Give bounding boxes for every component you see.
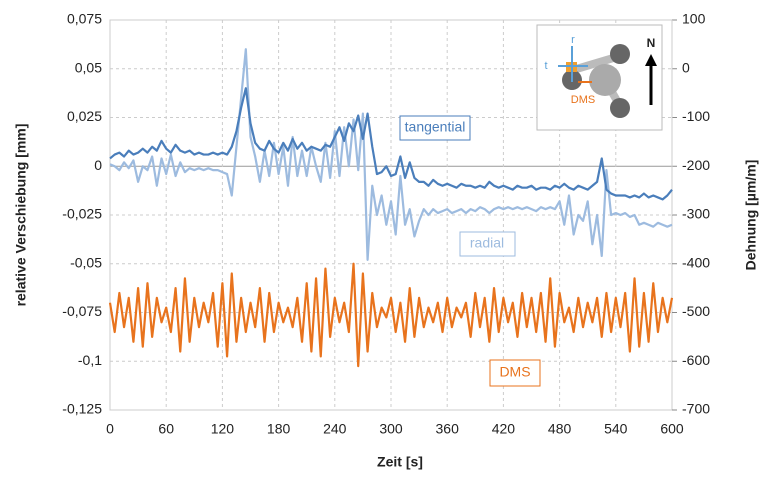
x-tick-label: 360 [436,421,460,437]
inset-label: r [571,34,575,46]
annotation: tangential [405,119,466,135]
y2-tick-label: -600 [682,352,710,368]
x-axis-label: Zeit [s] [377,454,423,470]
y2-tick-label: -100 [682,108,710,124]
annotation: radial [470,235,504,251]
series-line [108,262,674,368]
series-line [109,87,673,201]
y-tick-label: -0,025 [62,206,102,222]
x-tick-label: 60 [158,421,174,437]
x-tick-label: 0 [106,421,114,437]
y-tick-label: 0,075 [67,11,102,27]
annotation-box [399,115,471,141]
inset: r t DMS N [536,24,663,131]
y-tick-label: -0,1 [78,352,102,368]
x-tick-label: 420 [492,421,516,437]
y-tick-label: 0 [94,157,102,173]
inset-label: t [544,60,547,72]
y2-tick-label: 0 [682,59,690,75]
y2-tick-label: -200 [682,157,710,173]
x-tick-label: 540 [604,421,628,437]
y-tick-label: 0,05 [75,59,102,75]
y2-tick-label: -500 [682,303,710,319]
x-tick-label: 240 [323,421,347,437]
y2-tick-label: -300 [682,206,710,222]
inset-label: N [647,36,656,50]
y2-tick-label: -400 [682,254,710,270]
x-tick-label: 180 [267,421,291,437]
y-tick-label: -0,05 [70,254,102,270]
y-tick-label: -0,125 [62,401,102,417]
annotation-box [489,359,541,387]
inset-hub [589,64,621,96]
inset-ball [610,44,630,64]
series-line [109,48,673,261]
y-axis-label: relative Verschiebung [mm] [13,124,29,307]
y2-tick-label: -700 [682,401,710,417]
y-tick-label: 0,025 [67,108,102,124]
y-tick-label: -0,075 [62,303,102,319]
inset-label: DMS [571,94,595,106]
y2-axis-label: Dehnung [µm/m] [743,160,759,271]
north-arrow-head [645,54,657,66]
x-tick-label: 480 [548,421,572,437]
x-tick-label: 600 [660,421,684,437]
inset-ball [610,98,630,118]
x-tick-label: 300 [379,421,403,437]
annotation: DMS [499,364,530,380]
annotations: tangential radial DMS [399,115,541,387]
x-tick-label: 120 [211,421,235,437]
annotation-box [459,231,516,257]
y2-tick-label: 100 [682,11,706,27]
